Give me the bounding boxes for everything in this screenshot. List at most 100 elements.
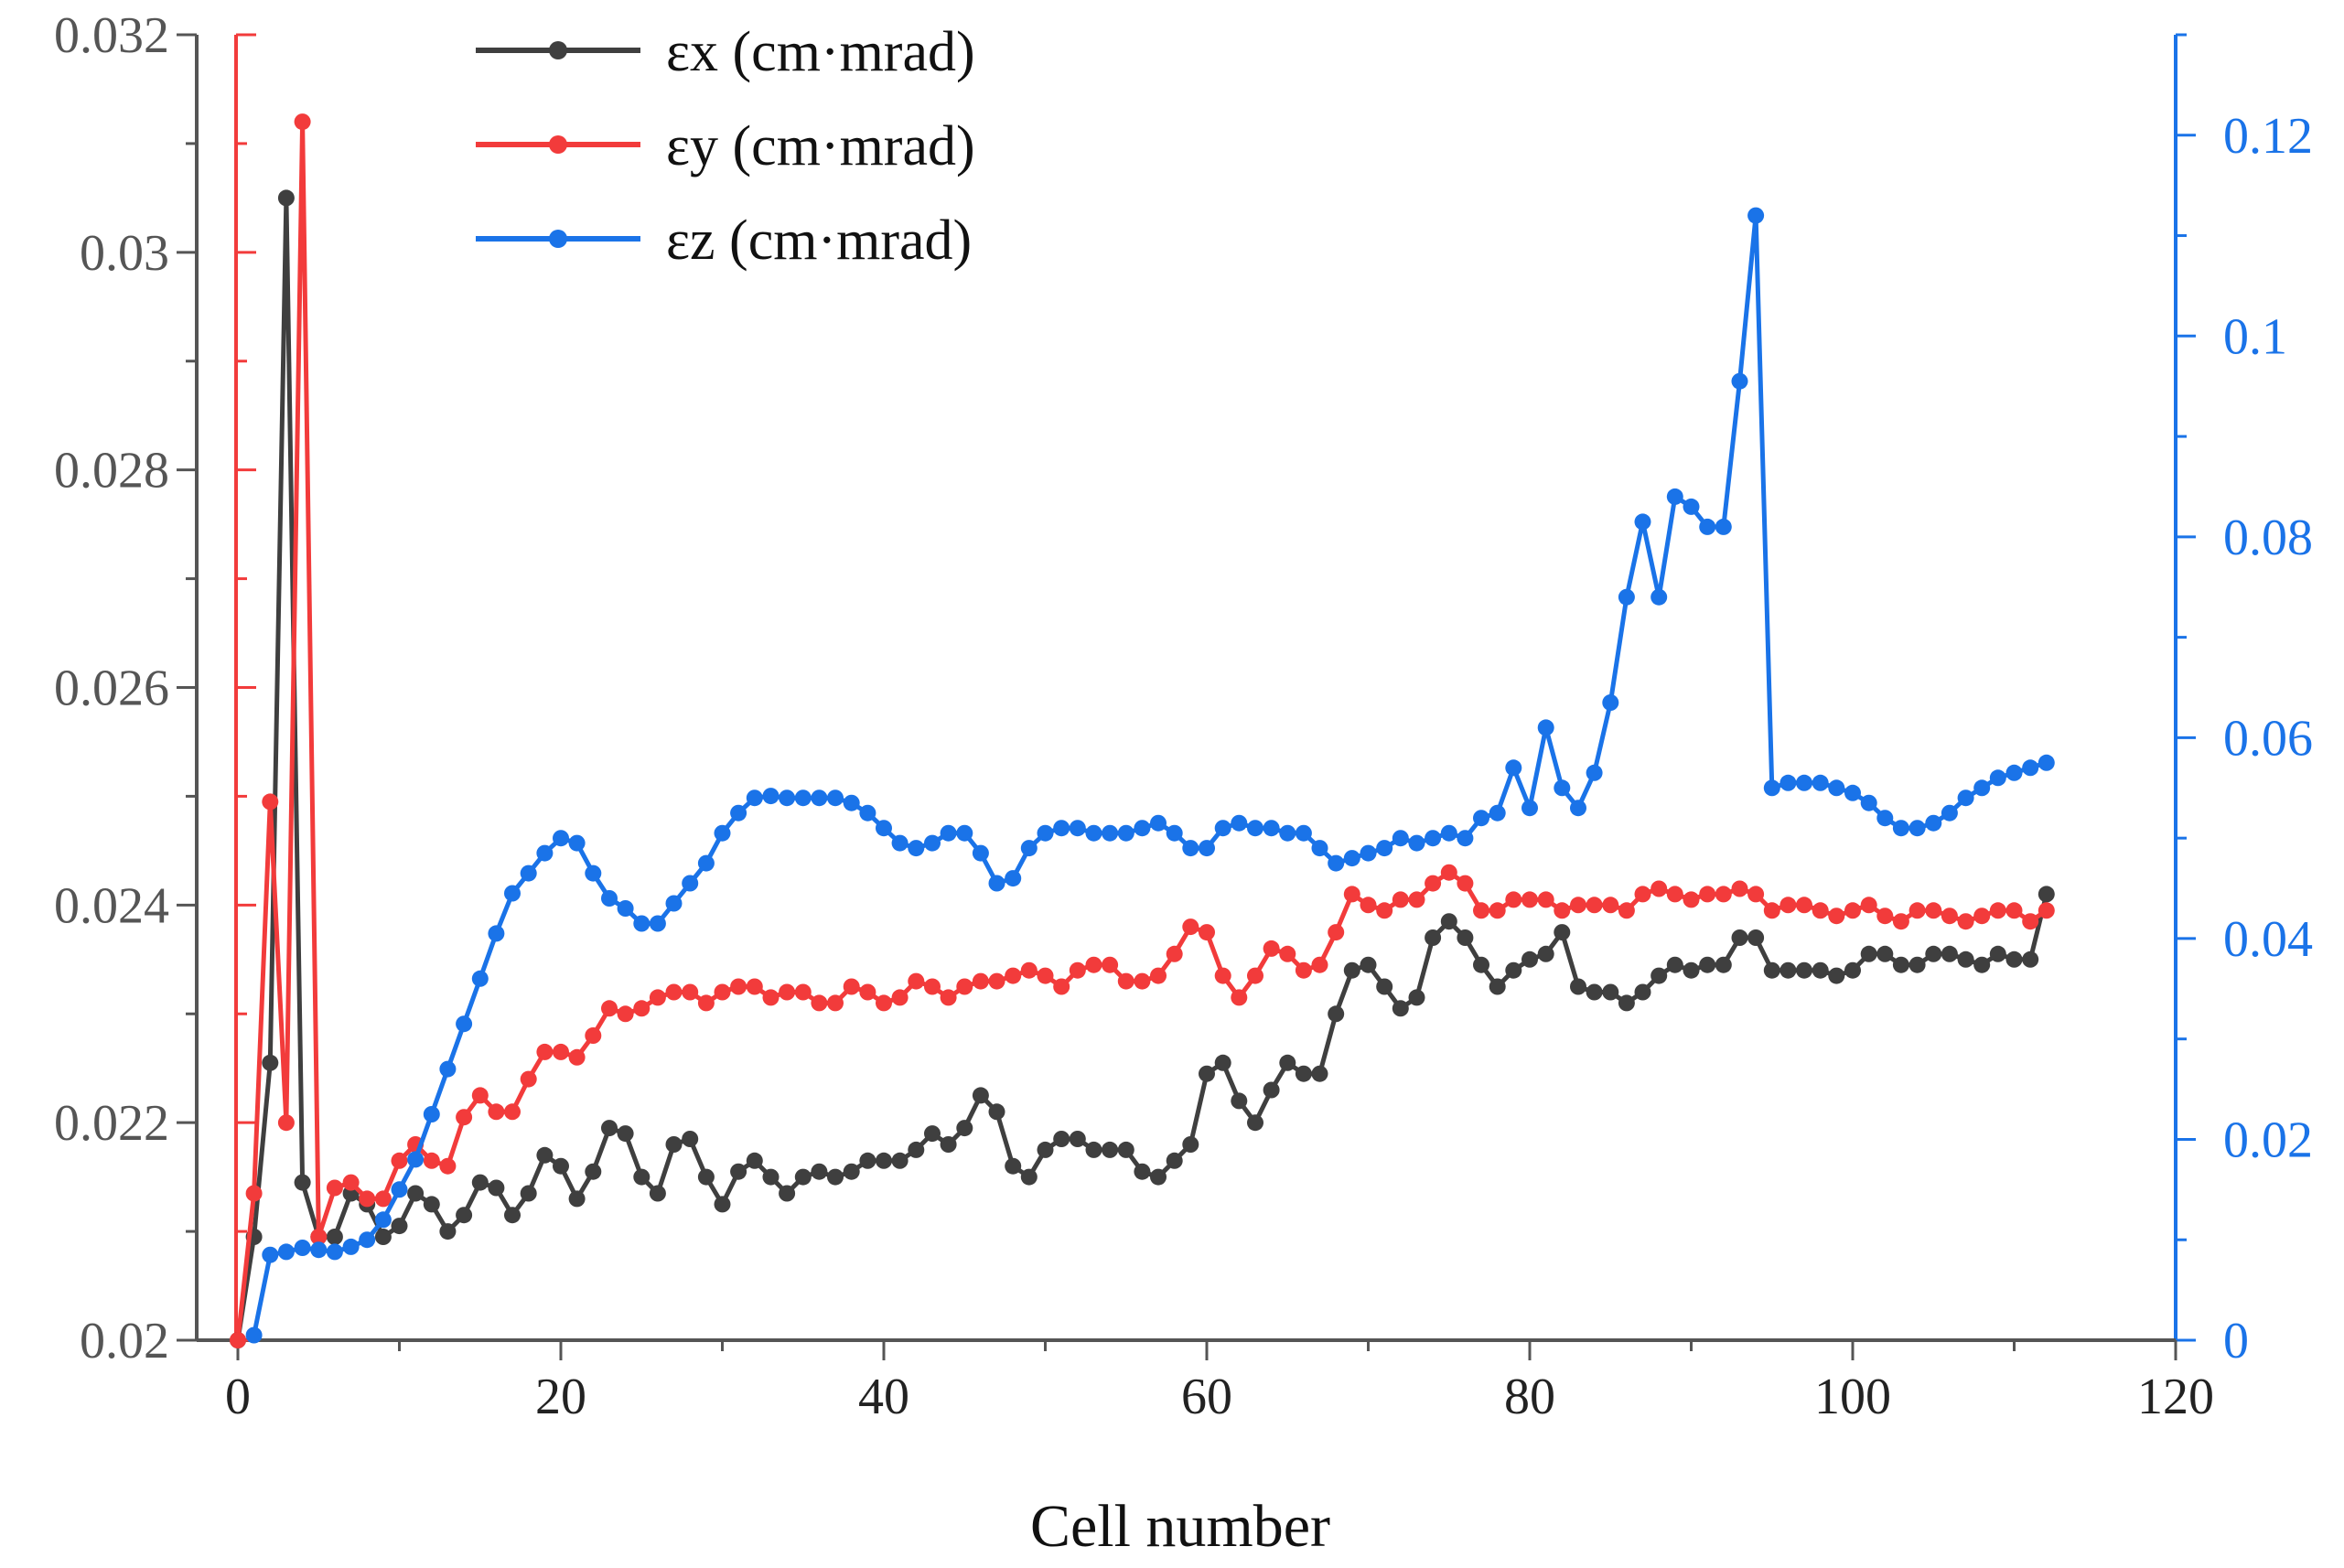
- data-point-ez: [843, 794, 860, 811]
- data-point-ex: [1166, 1152, 1183, 1169]
- data-point-ex: [1892, 956, 1909, 973]
- data-point-ey: [471, 1087, 489, 1104]
- data-point-ez: [1505, 759, 1522, 777]
- legend-marker-ey: [549, 135, 567, 154]
- data-point-ez: [714, 824, 731, 842]
- legend-label-ey: εy (cm·mrad): [666, 115, 975, 177]
- data-point-ex: [649, 1185, 666, 1202]
- data-point-ez: [2022, 759, 2039, 777]
- data-point-ex: [1666, 956, 1683, 973]
- data-point-ey: [1828, 908, 1845, 925]
- bottom-tick-label: 80: [1504, 1369, 1555, 1425]
- data-point-ez: [2005, 764, 2023, 781]
- data-point-ey: [1570, 897, 1586, 914]
- data-point-ex: [1343, 961, 1360, 979]
- data-point-ex: [407, 1185, 425, 1202]
- data-point-ey: [1537, 891, 1554, 908]
- data-point-ey: [520, 1070, 537, 1088]
- data-point-ex: [779, 1185, 796, 1202]
- data-point-ey: [245, 1185, 263, 1202]
- data-point-ez: [1521, 800, 1538, 817]
- data-point-ez: [1199, 840, 1215, 857]
- data-point-ey: [1182, 918, 1199, 936]
- data-point-ex: [1473, 956, 1489, 973]
- data-point-ez: [665, 895, 683, 912]
- data-point-ez: [391, 1181, 408, 1198]
- data-point-ex: [1134, 1163, 1151, 1180]
- data-point-ey: [1311, 956, 1328, 973]
- data-point-ey: [1247, 967, 1263, 984]
- data-point-ey: [649, 989, 666, 1006]
- data-point-ez: [488, 925, 505, 942]
- data-point-ex: [1828, 967, 1845, 984]
- data-point-ez: [1892, 820, 1909, 837]
- data-point-ez: [1876, 810, 1894, 827]
- data-point-ez: [891, 834, 909, 852]
- data-point-ex: [1376, 978, 1393, 995]
- data-point-ez: [359, 1231, 376, 1249]
- data-point-ez: [1666, 488, 1683, 505]
- data-point-ez: [2038, 754, 2055, 771]
- bottom-tick-label: 120: [2137, 1369, 2214, 1425]
- data-point-ey: [504, 1103, 521, 1121]
- data-point-ex: [1505, 961, 1522, 979]
- data-point-ey: [423, 1152, 440, 1169]
- left-tick-label: 0.024: [54, 877, 169, 934]
- data-point-ey: [342, 1174, 360, 1191]
- data-point-ex: [1909, 956, 1926, 973]
- data-point-ey: [1634, 886, 1651, 903]
- data-point-ez: [1295, 824, 1312, 842]
- data-point-ez: [1263, 820, 1280, 837]
- data-point-ez: [1570, 800, 1586, 817]
- data-point-ey: [1505, 891, 1522, 908]
- data-point-ez: [1973, 779, 1991, 797]
- data-point-ez: [568, 834, 586, 852]
- data-point-ez: [1860, 794, 1877, 811]
- right-tick-label: 0.08: [2223, 510, 2313, 566]
- data-point-ez: [1473, 810, 1489, 827]
- data-point-ez: [504, 885, 521, 902]
- data-point-ex: [891, 1152, 909, 1169]
- axes: [177, 33, 2196, 1360]
- data-point-ex: [1683, 961, 1700, 979]
- data-point-ex: [1295, 1065, 1312, 1082]
- data-point-ez: [310, 1241, 328, 1259]
- left-tick-label: 0.03: [80, 225, 169, 282]
- data-point-ez: [633, 915, 651, 932]
- data-point-ey: [1796, 897, 1812, 914]
- data-point-ez: [326, 1243, 343, 1261]
- data-point-ex: [876, 1152, 892, 1169]
- data-point-ez: [601, 890, 618, 907]
- data-point-ey: [2038, 902, 2055, 919]
- data-point-ex: [423, 1196, 440, 1213]
- data-point-ey: [1618, 902, 1635, 919]
- data-point-ez: [1102, 824, 1119, 842]
- data-point-ex: [2022, 950, 2039, 968]
- data-point-ex: [1812, 961, 1829, 979]
- data-point-ex: [1199, 1065, 1215, 1082]
- data-point-ez: [972, 844, 989, 862]
- data-point-ex: [1554, 924, 1571, 941]
- data-point-ez: [1634, 513, 1651, 531]
- data-point-ex: [1618, 994, 1635, 1012]
- data-point-ex: [762, 1168, 780, 1186]
- data-point-ey: [374, 1190, 392, 1208]
- data-point-ex: [1780, 961, 1797, 979]
- bottom-tick-label: 0: [225, 1369, 251, 1425]
- data-point-ey: [262, 793, 279, 811]
- data-point-ey: [1666, 886, 1683, 903]
- data-point-ey: [972, 972, 989, 990]
- data-point-ey: [1763, 902, 1780, 919]
- data-point-ex: [2005, 950, 2023, 968]
- data-point-ey: [1586, 897, 1603, 914]
- right-tick-label: 0.1: [2223, 308, 2287, 365]
- data-point-ey: [859, 983, 876, 1001]
- data-point-ex: [1699, 956, 1716, 973]
- data-point-ez: [940, 824, 957, 842]
- data-point-ez: [1618, 588, 1635, 606]
- data-point-ey: [2005, 902, 2023, 919]
- data-point-ey: [682, 983, 699, 1001]
- data-point-ey: [294, 113, 311, 131]
- data-point-ey: [1408, 891, 1425, 908]
